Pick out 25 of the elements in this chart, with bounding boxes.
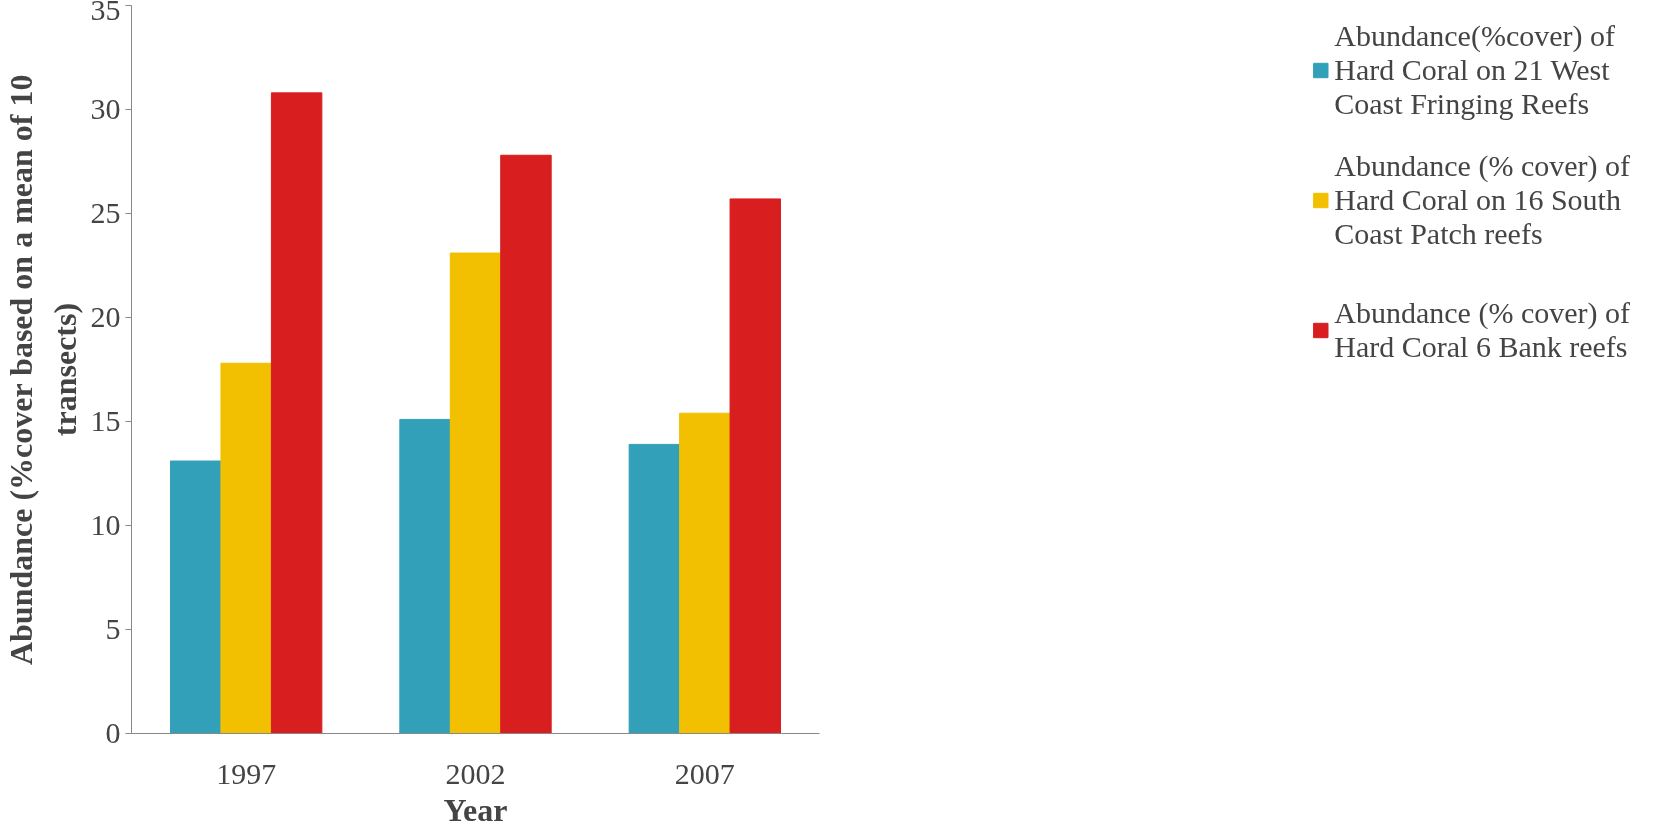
- legend-label: Abundance (% cover) of Hard Coral on 16 South Coast Patch reefs: [1334, 148, 1630, 252]
- y-tick-label: 0: [105, 716, 121, 749]
- x-tick-label: 1997: [216, 756, 277, 790]
- bar: [270, 92, 323, 734]
- bar: [679, 412, 731, 734]
- y-tick-label: 10: [90, 508, 121, 541]
- x-axis-title: Year: [443, 791, 508, 828]
- y-tick-label: 25: [90, 196, 121, 229]
- x-tick-label: 2007: [674, 756, 735, 790]
- y-tick-label: 20: [90, 300, 121, 333]
- x-tick-label: 2002: [445, 756, 506, 790]
- bar: [399, 418, 451, 734]
- bar: [169, 460, 222, 734]
- bar: [628, 443, 681, 734]
- legend-label: Abundance(%cover) of Hard Coral on 21 West Coast Fringing Reefs: [1334, 18, 1615, 122]
- bar: [729, 198, 782, 734]
- bar: [220, 362, 272, 734]
- y-axis-title: Abundance (%cover based on a mean of 10 transects): [3, 74, 83, 666]
- bar: [500, 154, 552, 734]
- y-tick-label: 15: [90, 404, 121, 437]
- y-tick-label: 5: [105, 612, 121, 645]
- bar: [449, 252, 502, 734]
- y-tick-label: 30: [90, 92, 121, 125]
- legend-label: Abundance (% cover) of Hard Coral 6 Bank reefs: [1334, 295, 1630, 365]
- y-tick-label: 35: [90, 0, 121, 26]
